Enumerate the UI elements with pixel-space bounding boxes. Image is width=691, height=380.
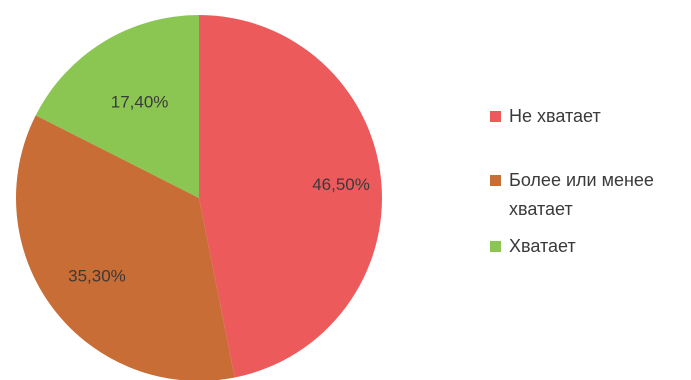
- legend-label: Более или менее хватает: [509, 170, 654, 219]
- data-label-bolee-ili-menee-khvataet: 35,30%: [68, 266, 126, 285]
- legend: Не хватает Более или менее хватает Хвата…: [490, 102, 690, 261]
- pie-slice-khvataet: [35, 15, 200, 198]
- pie-slice-ne-khvataet: [199, 15, 383, 378]
- legend-item-khvataet: Хватает: [490, 232, 690, 261]
- data-label-ne-khvataet: 46,50%: [312, 175, 370, 194]
- legend-swatch: [490, 175, 501, 186]
- legend-swatch: [490, 111, 501, 122]
- legend-label: Хватает: [509, 236, 576, 256]
- legend-item-bolee-ili-menee-khvataet: Более или менее хватает: [490, 166, 690, 224]
- legend-item-ne-khvataet: Не хватает: [490, 102, 690, 131]
- data-label-khvataet: 17,40%: [111, 92, 169, 111]
- legend-label: Не хватает: [509, 106, 601, 126]
- legend-swatch: [490, 241, 501, 252]
- pie-slice-bolee-ili-menee-khvataet: [16, 115, 235, 380]
